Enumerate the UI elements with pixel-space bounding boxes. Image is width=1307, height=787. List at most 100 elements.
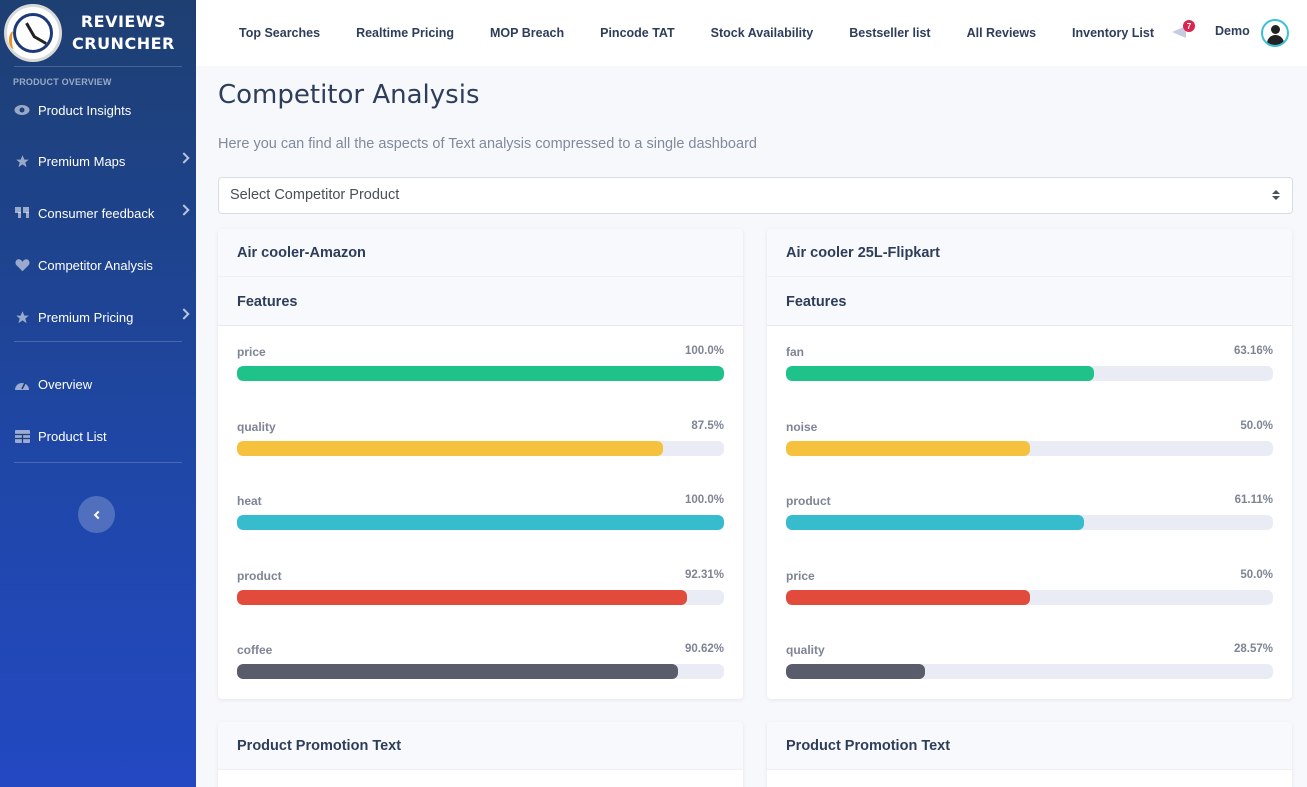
star-icon <box>14 309 30 325</box>
progress-fill <box>786 366 1094 381</box>
gauge-icon <box>14 376 30 392</box>
progress-fill <box>237 589 687 605</box>
feature-label: fan <box>786 345 804 359</box>
feature-percent: 90.62% <box>684 643 724 655</box>
feature-label: quality <box>786 643 825 657</box>
progress-track <box>237 440 724 456</box>
sidebar-item-label: Consumer feedback <box>38 205 155 221</box>
sidebar-item-premium-maps[interactable]: Premium Maps <box>0 135 196 187</box>
feature-label: price <box>237 345 266 359</box>
sidebar-collapse-button[interactable] <box>78 496 115 533</box>
feature-row: product 61.11% <box>767 475 1292 550</box>
top-nav: Top Searches Realtime Pricing MOP Breach… <box>196 0 1307 66</box>
notifications-button[interactable]: 7 <box>1172 20 1195 40</box>
tab-mop-breach[interactable]: MOP Breach <box>490 26 565 40</box>
chevron-right-icon <box>178 308 190 320</box>
chevron-right-icon <box>178 204 190 216</box>
progress-track <box>786 589 1273 605</box>
feature-row: quality 87.5% <box>218 401 743 476</box>
sidebar-item-product-insights[interactable]: Product Insights <box>0 85 196 135</box>
page-title: Competitor Analysis <box>218 80 480 110</box>
chevron-left-icon <box>93 510 103 519</box>
tab-pincode-tat[interactable]: Pincode TAT <box>600 26 675 40</box>
tab-bestseller-list[interactable]: Bestseller list <box>849 26 931 40</box>
progress-track <box>786 366 1273 381</box>
sidebar-item-label: Overview <box>38 376 93 392</box>
promo-card-flipkart: Product Promotion Text <box>767 722 1292 787</box>
brand-line-1: REVIEWS <box>80 12 166 31</box>
sidebar-item-label: Product List <box>38 428 107 444</box>
heart-icon <box>14 257 30 273</box>
progress-fill <box>786 664 926 679</box>
feature-list: fan 63.16% noise 50.0% product 61.11% pr… <box>767 326 1292 699</box>
feature-label: noise <box>786 419 818 434</box>
tab-all-reviews[interactable]: All Reviews <box>966 26 1037 40</box>
progress-track <box>786 515 1273 530</box>
chevron-right-icon <box>178 152 190 164</box>
sidebar-item-product-list[interactable]: Product List <box>0 410 196 462</box>
table-icon <box>14 428 30 444</box>
feature-label: coffee <box>237 643 273 657</box>
product-card-flipkart: Air cooler 25L-Flipkart Features fan 63.… <box>767 229 1292 699</box>
card-subtitle: Features <box>218 277 743 326</box>
divider <box>14 462 182 463</box>
progress-fill <box>786 589 1030 605</box>
divider <box>14 341 182 342</box>
feature-row: price 100.0% <box>218 326 743 401</box>
sidebar-item-competitor-analysis[interactable]: Competitor Analysis <box>0 239 196 291</box>
competitor-product-select[interactable]: Select Competitor Product <box>218 177 1293 214</box>
brand-name: REVIEWS CRUNCHER <box>72 11 175 55</box>
sidebar-item-label: Competitor Analysis <box>38 257 153 273</box>
progress-track <box>237 515 724 530</box>
sidebar-item-label: Product Insights <box>38 102 132 118</box>
sidebar-item-label: Premium Pricing <box>38 309 134 325</box>
feature-percent: 63.16% <box>1233 345 1273 357</box>
eye-icon <box>14 102 30 118</box>
brand-line-2: CRUNCHER <box>72 34 175 53</box>
tab-inventory-list[interactable]: Inventory List <box>1072 26 1155 40</box>
feature-percent: 100.0% <box>684 494 724 506</box>
star-icon <box>14 153 30 169</box>
logo-icon <box>4 4 62 62</box>
main-content: Competitor Analysis Here you can find al… <box>196 66 1307 787</box>
progress-track <box>237 366 724 381</box>
avatar[interactable] <box>1261 19 1289 47</box>
tab-stock-availability[interactable]: Stock Availability <box>710 26 814 40</box>
select-arrows-icon <box>1272 190 1280 202</box>
feature-label: product <box>786 494 831 508</box>
feature-percent: 100.0% <box>684 345 724 357</box>
progress-fill <box>786 515 1084 530</box>
feature-label: quality <box>237 419 276 434</box>
feature-percent: 61.11% <box>1234 494 1273 506</box>
feature-percent: 50.0% <box>1240 568 1273 581</box>
feature-percent: 87.5% <box>691 419 724 432</box>
sidebar-section-title: PRODUCT OVERVIEW <box>13 77 112 87</box>
quote-icon <box>14 205 30 221</box>
progress-fill <box>237 515 724 530</box>
feature-row: quality 28.57% <box>767 624 1292 699</box>
progress-track <box>237 664 724 679</box>
progress-fill <box>786 440 1030 456</box>
tab-realtime-pricing[interactable]: Realtime Pricing <box>356 26 455 40</box>
tab-top-searches[interactable]: Top Searches <box>239 26 321 40</box>
select-placeholder: Select Competitor Product <box>230 187 400 203</box>
card-subtitle: Features <box>767 277 1292 326</box>
user-name[interactable]: Demo <box>1215 24 1250 38</box>
sidebar-item-consumer-feedback[interactable]: Consumer feedback <box>0 187 196 239</box>
progress-track <box>237 589 724 605</box>
promo-card-amazon: Product Promotion Text <box>218 722 743 787</box>
notification-badge: 7 <box>1183 20 1195 32</box>
divider <box>14 66 182 67</box>
card-title: Product Promotion Text <box>218 722 743 770</box>
brand[interactable]: REVIEWS CRUNCHER <box>0 0 196 66</box>
sidebar-item-premium-pricing[interactable]: Premium Pricing <box>0 291 196 343</box>
feature-percent: 92.31% <box>684 568 724 581</box>
card-title: Air cooler 25L-Flipkart <box>767 229 1292 277</box>
feature-percent: 28.57% <box>1233 643 1273 655</box>
sidebar-item-overview[interactable]: Overview <box>0 358 196 410</box>
progress-fill <box>237 366 724 381</box>
feature-label: price <box>786 568 815 583</box>
feature-row: fan 63.16% <box>767 326 1292 401</box>
progress-track <box>786 664 1273 679</box>
feature-label: heat <box>237 494 262 508</box>
